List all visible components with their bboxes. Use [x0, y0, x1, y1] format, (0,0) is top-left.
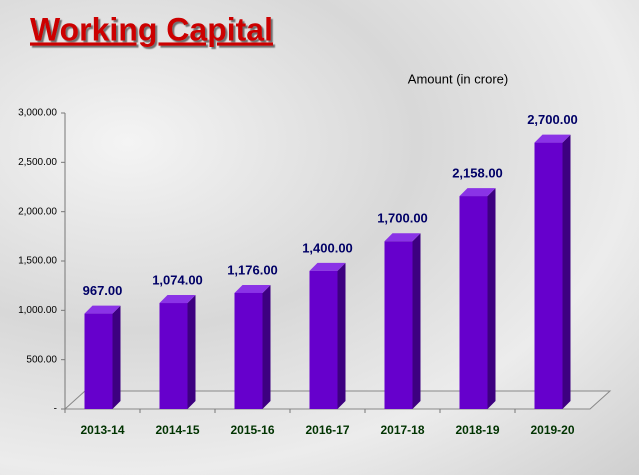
value-label: 1,074.00: [152, 272, 203, 287]
bar: [159, 303, 188, 409]
bar-top: [384, 233, 421, 242]
x-tick-label: 2015-16: [230, 423, 274, 437]
y-tick-label: 500.00: [26, 354, 57, 365]
bar-side: [337, 262, 346, 409]
bar: [384, 241, 413, 409]
x-tick-label: 2013-14: [80, 423, 124, 437]
bar-top: [84, 305, 121, 314]
x-tick-label: 2019-20: [530, 423, 574, 437]
y-tick-label: 2,500.00: [18, 157, 57, 168]
bar-top: [234, 284, 271, 293]
x-tick-label: 2014-15: [155, 423, 199, 437]
bar-side: [112, 305, 121, 409]
y-tick-label: 3,000.00: [18, 108, 57, 119]
bar-side: [562, 134, 571, 409]
value-label: 2,700.00: [527, 112, 578, 127]
bar-side: [412, 233, 421, 409]
value-label: 1,176.00: [227, 262, 278, 277]
y-tick-label: 1,500.00: [18, 256, 57, 267]
bar: [459, 196, 488, 409]
bar-side: [487, 188, 496, 409]
x-tick-label: 2018-19: [455, 423, 499, 437]
bar-top: [159, 295, 196, 304]
y-tick-label: 2,000.00: [18, 206, 57, 217]
bar: [234, 292, 263, 409]
bar-top: [534, 134, 571, 143]
value-label: 1,700.00: [377, 211, 428, 226]
x-tick-label: 2016-17: [305, 423, 349, 437]
bar-top: [459, 188, 496, 197]
bar: [84, 313, 113, 409]
chart-subtitle: Amount (in crore): [408, 71, 508, 86]
value-label: 1,400.00: [302, 240, 353, 255]
x-tick-label: 2017-18: [380, 423, 424, 437]
value-label: 967.00: [83, 283, 123, 298]
bar: [534, 142, 563, 409]
chart-title: Working Capital: [30, 11, 273, 47]
bar-top: [309, 262, 346, 271]
value-label: 2,158.00: [452, 166, 503, 181]
y-tick-label: 1,000.00: [18, 305, 57, 316]
bar-side: [187, 295, 196, 409]
bar: [309, 270, 338, 409]
y-tick-label: -: [54, 404, 57, 415]
bar-side: [262, 284, 271, 409]
